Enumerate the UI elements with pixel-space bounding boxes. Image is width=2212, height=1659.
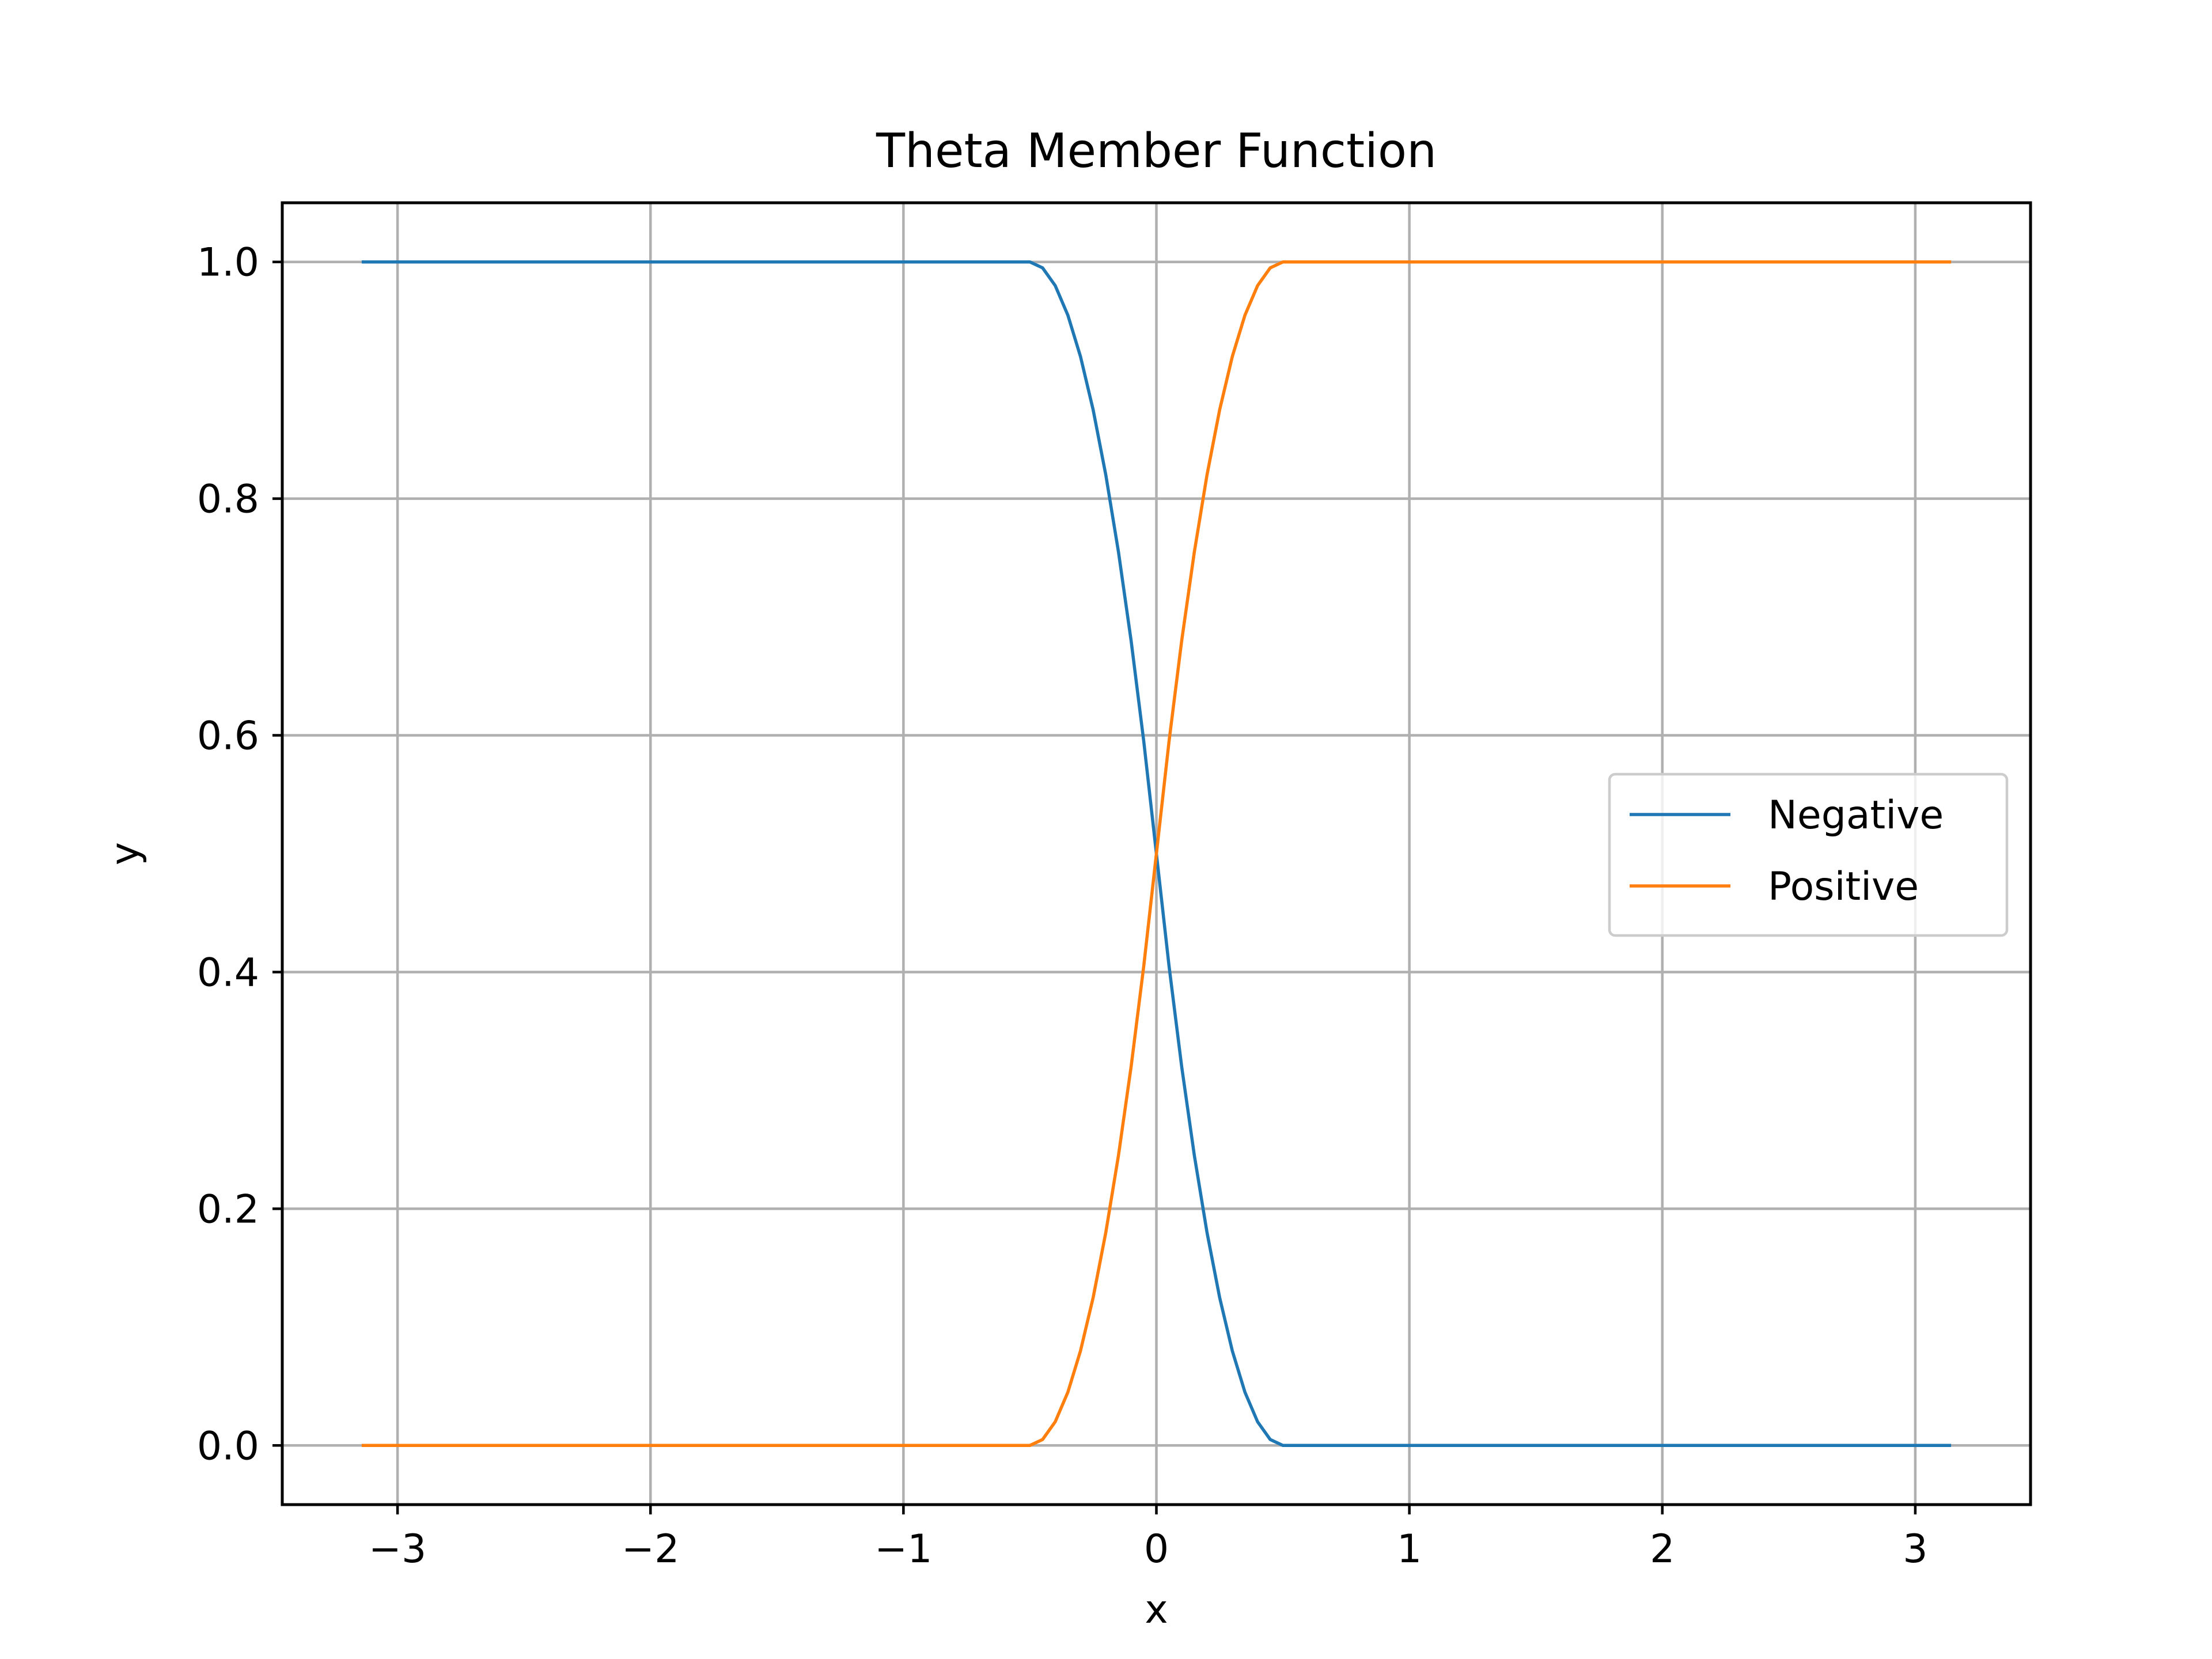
- x-tick-label: 0: [1144, 1527, 1169, 1572]
- y-tick-label: 0.4: [197, 950, 259, 995]
- x-tick-label: −3: [369, 1527, 426, 1572]
- y-tick-label: 0.8: [197, 477, 259, 522]
- series-line-positive: [361, 260, 1952, 1448]
- x-tick-label: −2: [622, 1527, 679, 1572]
- x-axis-label: x: [1145, 1587, 1168, 1633]
- legend-label-positive: Positive: [1768, 864, 1919, 910]
- axis-ticks: −3 −2 −1 0 1 2 3 0.0 0.2 0.4 0.6 0.8 1.0: [197, 240, 1928, 1572]
- legend-label-negative: Negative: [1768, 793, 1944, 838]
- y-tick-label: 0.6: [197, 714, 259, 759]
- x-tick-label: −1: [874, 1527, 932, 1572]
- y-axis-label: y: [103, 842, 148, 865]
- x-tick-label: 2: [1650, 1527, 1675, 1572]
- x-tick-label: 1: [1397, 1527, 1422, 1572]
- x-tick-label: 3: [1903, 1527, 1927, 1572]
- y-tick-label: 0.2: [197, 1187, 259, 1232]
- y-tick-label: 0.0: [197, 1423, 259, 1469]
- y-tick-label: 1.0: [197, 240, 259, 286]
- chart-title: Theta Member Function: [876, 124, 1437, 179]
- legend: Negative Positive: [1608, 772, 2009, 937]
- plot-lines: [361, 260, 1952, 1448]
